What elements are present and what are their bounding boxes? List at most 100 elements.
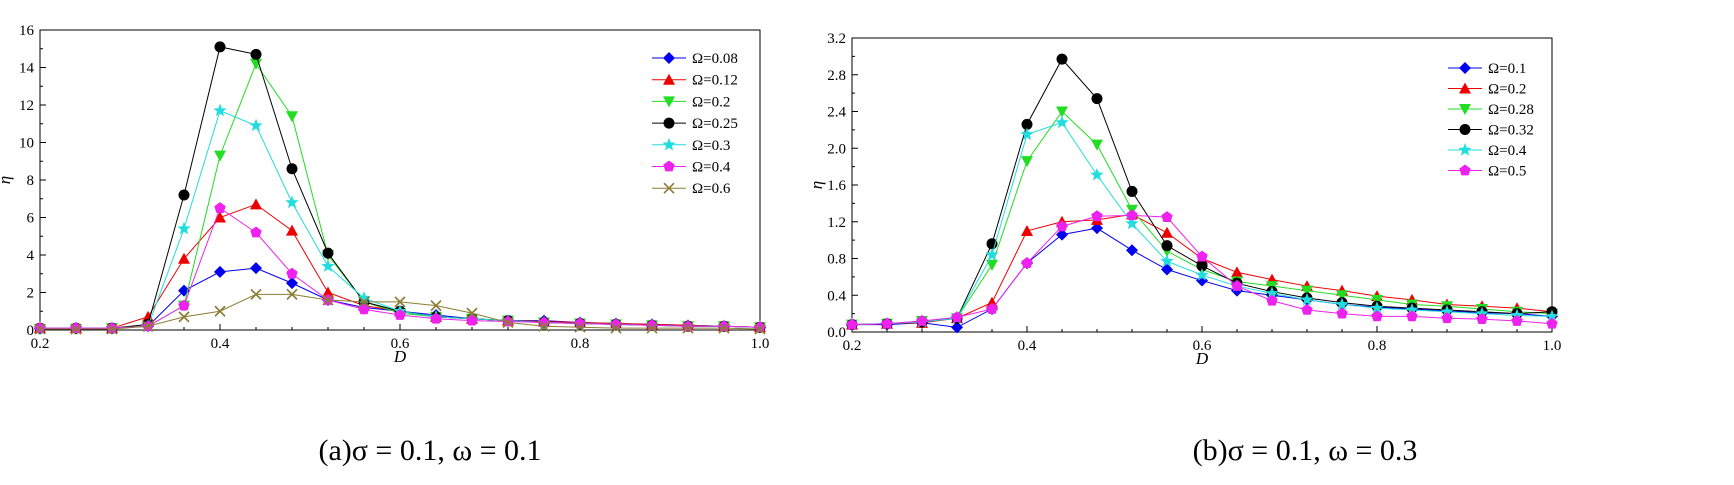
legend-marker [663,96,675,108]
data-point [1161,263,1173,276]
data-point [1056,228,1068,241]
data-point [1056,220,1068,232]
data-point [394,309,406,320]
data-point [394,296,406,308]
y-tick-label: 1.2 [827,215,846,231]
data-point [610,322,622,334]
series-2 [846,106,1558,331]
legend-label: Ω=0.32 [1488,123,1534,139]
data-point [1055,115,1069,129]
data-point [466,314,478,326]
legend-label: Ω=0.4 [692,160,731,176]
data-point [250,48,262,60]
data-point [177,221,191,235]
x-tick-label: 0.6 [1193,338,1212,354]
data-point [1300,292,1314,306]
legend-marker [1459,82,1471,94]
legend-label: Ω=0.28 [1488,102,1534,118]
data-point [1091,139,1103,151]
legend-label: Ω=0.6 [692,181,731,197]
data-point [70,322,82,333]
data-point [214,202,226,213]
data-point [985,247,999,261]
data-point [1266,294,1278,306]
data-point [1511,314,1523,326]
data-point [286,163,298,175]
legend-label: Ω=0.2 [1488,82,1526,98]
data-point [1196,260,1208,272]
data-point [1161,226,1173,238]
data-point [574,321,586,333]
data-point [1335,297,1349,311]
y-tick-label: 3.2 [827,31,846,47]
data-point [249,118,263,132]
data-point [430,300,442,312]
data-point [538,316,550,328]
data-point [1510,308,1524,322]
data-point [286,111,298,123]
series-line [40,62,761,330]
y-tick-label: 2.4 [827,105,846,121]
y-tick-label: 0.0 [827,325,846,341]
chart-b: 0.2 0.4 0.6 0.8 1.0 0.0 0.4 0.8 1.2 1.6 2.0 2.4 2.8 3… [807,31,1561,368]
data-point [1126,209,1138,221]
data-point [250,198,262,210]
series-line [851,121,1553,326]
data-point [1336,290,1348,302]
data-point [1301,285,1313,297]
series-6 [34,288,766,335]
series-2 [34,58,766,336]
data-point [286,267,298,279]
data-point [1546,317,1558,329]
data-point [70,323,82,335]
legend-marker [663,117,675,129]
data-point [1476,313,1488,324]
data-point [358,303,370,315]
legend-marker [1459,164,1471,176]
data-point [358,296,370,308]
legend-marker [663,52,675,64]
data-point [213,103,227,117]
data-point [538,320,550,332]
data-point [916,314,928,326]
legend-label: Ω=0.5 [1488,164,1526,180]
data-point [1370,301,1384,314]
data-point [1195,268,1209,281]
legend-label: Ω=0.3 [692,138,730,154]
legend-marker [663,182,675,194]
data-point [250,58,262,70]
data-point [1056,106,1068,118]
caption-b: (b)σ = 0.1, ω = 0.3 [1193,434,1418,467]
y-tick-label: 2.8 [827,68,846,84]
x-axis-label: D [393,347,407,366]
data-point [34,322,46,333]
legend-label: Ω=0.25 [692,116,738,132]
y-tick-label: 0 [27,323,35,339]
data-point [1371,294,1383,306]
y-tick-label: 14 [19,61,35,77]
data-point [1125,216,1139,230]
x-tick-label: 1.0 [1543,338,1562,354]
data-point [986,259,998,271]
data-point [1336,307,1348,319]
data-point [1545,309,1559,323]
x-tick-label: 0.4 [1018,338,1037,354]
plot-frame [851,37,1553,333]
y-tick-label: 4 [27,248,35,264]
data-point [1126,185,1138,197]
data-point [846,318,858,330]
x-axis-label: D [1195,349,1209,368]
data-point [321,259,335,272]
data-point [178,252,190,264]
series-3 [846,53,1558,331]
series-4 [845,115,1559,331]
x-tick-label: 0.8 [571,336,590,352]
data-point [1161,211,1173,223]
data-point [1021,224,1033,236]
legend-marker [1459,62,1471,74]
legend-label: Ω=0.2 [692,94,730,110]
data-point [286,224,298,236]
legend-label: Ω=0.12 [692,73,738,89]
data-point [178,189,190,201]
data-point [1441,312,1453,324]
